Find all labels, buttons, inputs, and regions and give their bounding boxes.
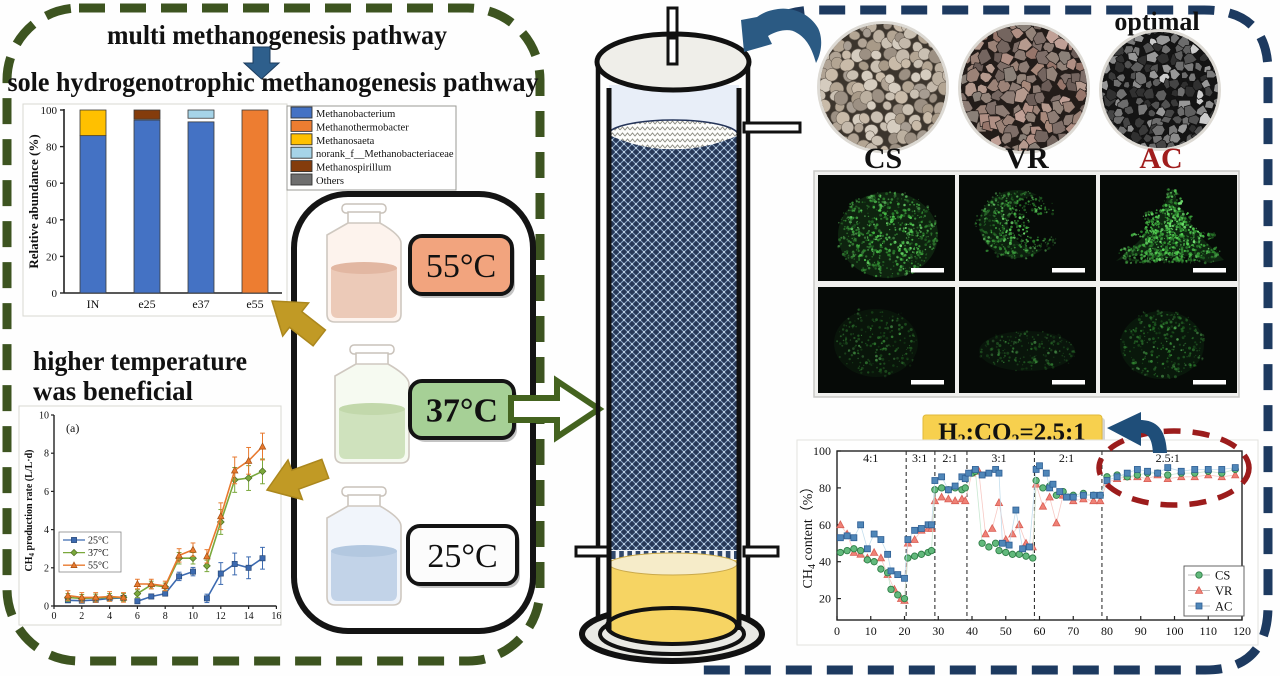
svg-text:4: 4 [44, 525, 49, 536]
svg-text:CS: CS [864, 142, 902, 175]
svg-text:30: 30 [932, 624, 944, 638]
svg-text:2.5:1: 2.5:1 [1156, 451, 1180, 465]
svg-text:Methanothermobacter: Methanothermobacter [316, 122, 409, 133]
svg-text:sole hydrogenotrophic methanog: sole hydrogenotrophic methanogenesis pat… [8, 67, 539, 97]
svg-text:VR: VR [1005, 142, 1049, 175]
svg-text:IN: IN [87, 297, 100, 311]
svg-text:4:1: 4:1 [863, 451, 878, 465]
svg-text:60: 60 [819, 518, 831, 532]
svg-text:25°C: 25°C [427, 538, 497, 575]
svg-text:100: 100 [1166, 624, 1184, 638]
svg-text:50: 50 [1000, 624, 1012, 638]
svg-text:Methanospirillum: Methanospirillum [316, 163, 391, 174]
svg-text:2: 2 [79, 611, 84, 622]
svg-text:60: 60 [46, 178, 58, 190]
svg-text:60: 60 [1034, 624, 1046, 638]
svg-text:higher temperature: higher temperature [33, 346, 247, 376]
svg-text:6: 6 [135, 611, 140, 622]
svg-text:2:1: 2:1 [1059, 451, 1074, 465]
svg-text:10: 10 [865, 624, 877, 638]
svg-text:10: 10 [188, 611, 198, 622]
svg-text:70: 70 [1067, 624, 1079, 638]
svg-text:Methanobacterium: Methanobacterium [316, 109, 395, 120]
svg-text:40: 40 [966, 624, 978, 638]
svg-text:0: 0 [52, 288, 58, 300]
svg-text:Others: Others [316, 176, 344, 187]
svg-text:norank_f__Methanobacteriaceae: norank_f__Methanobacteriaceae [316, 149, 454, 160]
svg-text:40: 40 [46, 215, 58, 227]
svg-text:Methanosaeta: Methanosaeta [316, 136, 375, 147]
svg-text:100: 100 [41, 105, 58, 117]
svg-text:40: 40 [819, 555, 831, 569]
svg-text:0: 0 [44, 602, 49, 613]
svg-text:14: 14 [244, 611, 254, 622]
svg-text:e37: e37 [192, 297, 209, 311]
svg-text:10: 10 [39, 411, 49, 422]
svg-text:80: 80 [819, 481, 831, 495]
svg-text:4: 4 [107, 611, 112, 622]
svg-text:37°C: 37°C [88, 548, 109, 559]
svg-text:3:1: 3:1 [991, 451, 1006, 465]
svg-text:20: 20 [819, 592, 831, 606]
svg-text:was beneficial: was beneficial [33, 376, 193, 406]
svg-text:16: 16 [271, 611, 281, 622]
svg-text:e25: e25 [138, 297, 155, 311]
svg-text:CH4 production rate (L/L·d): CH4 production rate (L/L·d) [24, 450, 36, 572]
svg-text:CH4 content（%）: CH4 content（%） [800, 480, 818, 589]
svg-text:8: 8 [44, 449, 49, 460]
svg-text:8: 8 [163, 611, 168, 622]
svg-text:2:1: 2:1 [942, 451, 957, 465]
svg-text:6: 6 [44, 487, 49, 498]
svg-text:20: 20 [46, 251, 58, 263]
svg-text:25°C: 25°C [88, 536, 109, 547]
svg-text:120: 120 [1233, 624, 1251, 638]
svg-text:AC: AC [1139, 142, 1182, 175]
svg-text:100: 100 [813, 444, 831, 458]
svg-text:12: 12 [216, 611, 226, 622]
svg-text:0: 0 [52, 611, 57, 622]
svg-text:80: 80 [1101, 624, 1113, 638]
svg-text:37°C: 37°C [426, 393, 498, 430]
svg-text:20: 20 [899, 624, 911, 638]
svg-text:55°C: 55°C [88, 561, 109, 572]
svg-text:CS: CS [1215, 569, 1230, 583]
svg-text:2: 2 [44, 563, 49, 574]
svg-text:e55: e55 [246, 297, 263, 311]
svg-text:110: 110 [1199, 624, 1217, 638]
svg-text:80: 80 [46, 142, 58, 154]
svg-text:55°C: 55°C [426, 248, 496, 285]
svg-text:AC: AC [1215, 600, 1232, 614]
svg-text:3:1: 3:1 [912, 451, 927, 465]
svg-text:(a): (a) [66, 421, 79, 435]
svg-text:0: 0 [834, 624, 840, 638]
svg-text:90: 90 [1135, 624, 1147, 638]
svg-text:multi methanogenesis pathway: multi methanogenesis pathway [107, 20, 447, 50]
svg-text:Relative abundance (%): Relative abundance (%) [26, 134, 41, 268]
svg-text:VR: VR [1215, 584, 1233, 598]
